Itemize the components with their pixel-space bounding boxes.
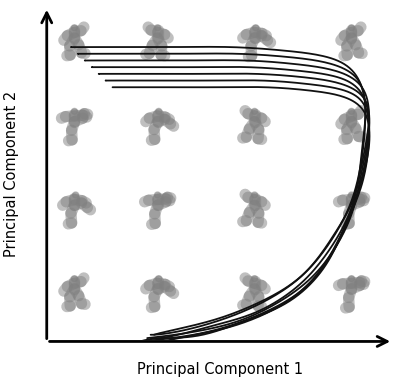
Circle shape — [154, 25, 161, 31]
Circle shape — [71, 276, 78, 282]
Circle shape — [252, 109, 258, 114]
Circle shape — [154, 192, 161, 198]
Text: Principal Component 2: Principal Component 2 — [4, 91, 19, 257]
Circle shape — [348, 276, 354, 282]
Circle shape — [156, 276, 162, 282]
Circle shape — [252, 276, 258, 282]
Circle shape — [71, 109, 78, 114]
Text: Principal Component 1: Principal Component 1 — [137, 362, 303, 376]
Circle shape — [253, 25, 259, 31]
Circle shape — [71, 25, 78, 31]
Circle shape — [252, 192, 258, 198]
Circle shape — [348, 25, 354, 31]
Circle shape — [348, 192, 354, 198]
Circle shape — [72, 192, 79, 198]
Circle shape — [156, 109, 162, 114]
Circle shape — [348, 109, 354, 114]
